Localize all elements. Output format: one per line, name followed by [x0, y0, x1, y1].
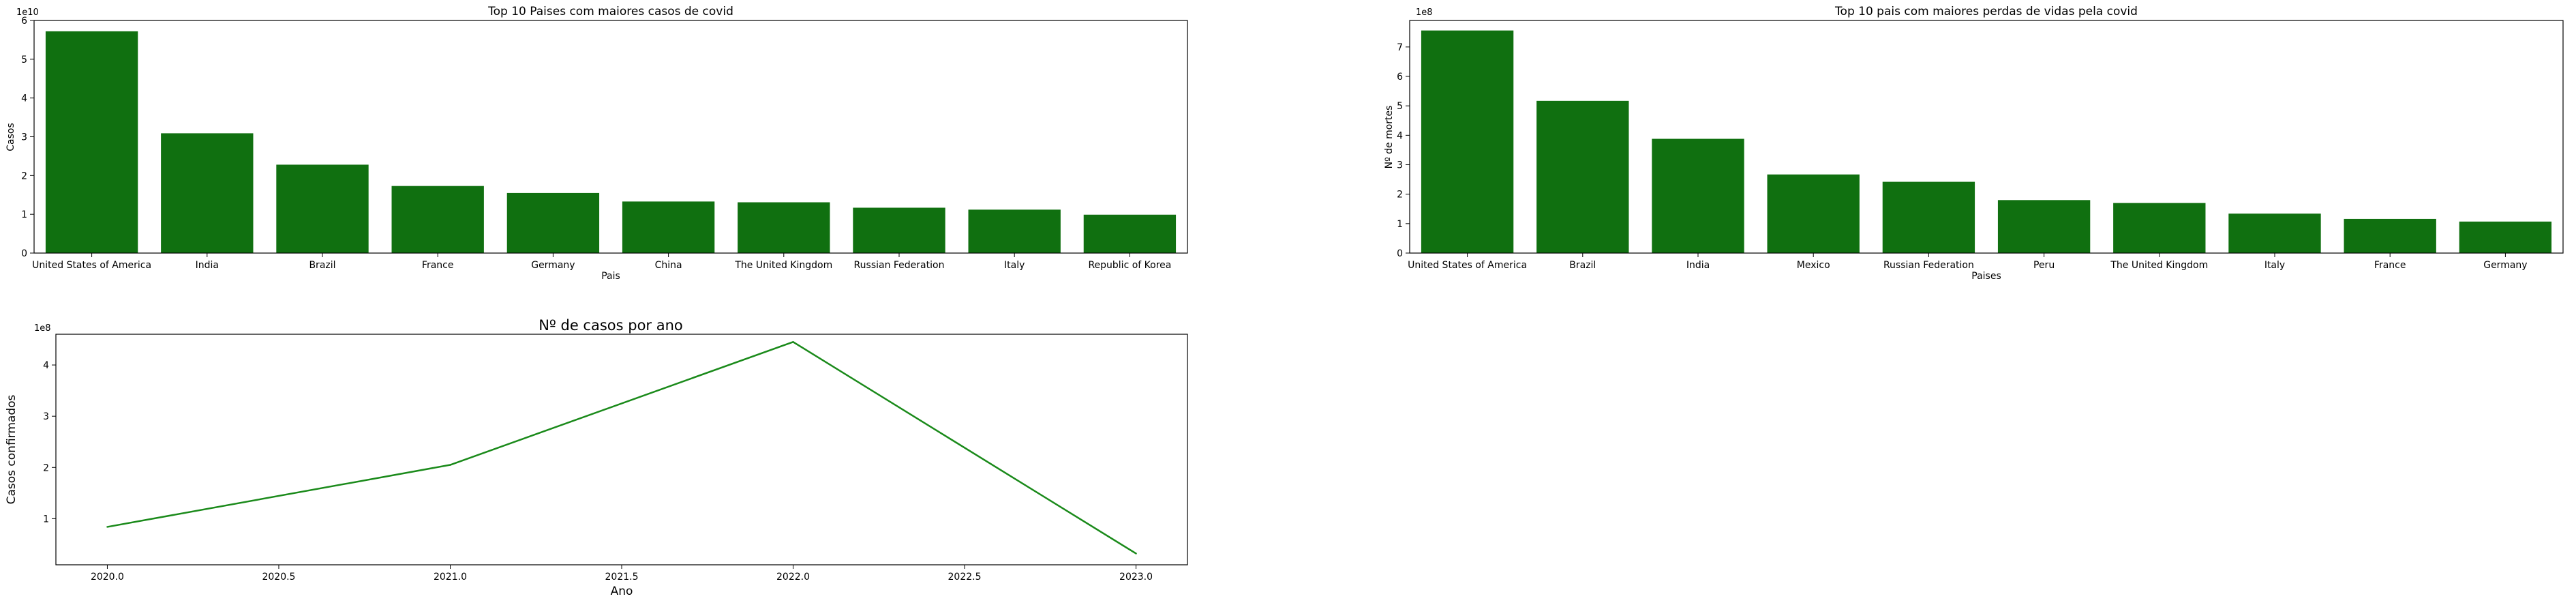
- x-tick-label: Mexico: [1797, 260, 1830, 271]
- bar: [1997, 200, 2091, 253]
- y-axis-ticks: 0 1 2 3 4 5 6 7: [1397, 42, 1410, 259]
- x-tick-label: Italy: [2264, 260, 2285, 271]
- plot-frame: [33, 20, 1188, 254]
- x-tick-label: Peru: [2033, 260, 2055, 271]
- bar: [45, 31, 138, 254]
- y-tick-label: 2: [1397, 190, 1403, 201]
- line-segment: [449, 341, 794, 466]
- bar: [391, 186, 484, 253]
- x-tick-label: Republic of Korea: [1088, 260, 1171, 271]
- line-segment: [792, 341, 1137, 555]
- x-tick-label: 2022.5: [948, 572, 982, 583]
- bar: [2228, 214, 2321, 253]
- bar: [2344, 218, 2436, 253]
- x-tick-label: United States of America: [32, 260, 151, 271]
- bar: [853, 207, 945, 253]
- chart-top-cases: Top 10 Paises com maiores casos de covid…: [5, 5, 1188, 282]
- x-tick-label: Brazil: [1569, 260, 1596, 271]
- x-tick-label: The United Kingdom: [734, 260, 832, 271]
- x-tick-label: India: [1686, 260, 1710, 271]
- bar: [1882, 181, 1975, 253]
- bar: [276, 164, 369, 253]
- plot-frame: [1409, 20, 2564, 254]
- x-tick-label: China: [655, 260, 682, 271]
- x-tick-label: 2022.0: [776, 572, 810, 583]
- x-tick-label: 2023.0: [1119, 572, 1153, 583]
- y-tick-label: 3: [21, 132, 27, 143]
- y-tick-label: 4: [21, 93, 27, 104]
- x-tick-label: France: [422, 260, 454, 271]
- x-tick-label: France: [2374, 260, 2406, 271]
- chart-title: Nº de casos por ano: [539, 317, 683, 334]
- bars: [1421, 30, 2552, 253]
- y-offset-label: 1e8: [34, 323, 51, 334]
- y-tick-label: 1: [21, 209, 27, 220]
- bar: [506, 192, 600, 253]
- y-tick-label: 6: [21, 16, 27, 27]
- y-tick-label: 4: [43, 360, 49, 371]
- y-tick-label: 1: [1397, 219, 1403, 230]
- x-tick-label: Brazil: [309, 260, 335, 271]
- y-tick-label: 4: [1397, 130, 1403, 141]
- y-tick-label: 3: [1397, 160, 1403, 171]
- x-tick-label: United States of America: [1408, 260, 1527, 271]
- x-tick-label: Russian Federation: [854, 260, 945, 271]
- y-tick-label: 1: [43, 514, 49, 525]
- y-axis-ticks: 0 1 2 3 4 5 6: [21, 16, 34, 259]
- chart-title: Top 10 pais com maiores perdas de vidas …: [1834, 5, 2138, 18]
- x-tick-label: Italy: [1004, 260, 1025, 271]
- x-tick-label: Germany: [531, 260, 575, 271]
- x-tick-label: The United Kingdom: [2110, 260, 2208, 271]
- bar: [738, 202, 830, 253]
- y-tick-label: 5: [1397, 101, 1403, 112]
- y-tick-label: 7: [1397, 42, 1403, 53]
- y-axis-ticks: 1 2 3 4: [43, 360, 56, 525]
- x-tick-label: Russian Federation: [1883, 260, 1974, 271]
- x-tick-label: 2020.5: [262, 572, 295, 583]
- y-offset-label: 1e8: [1416, 8, 1433, 18]
- bar: [968, 209, 1061, 253]
- y-tick-label: 3: [43, 411, 49, 422]
- bar: [1652, 138, 1744, 253]
- bar: [1421, 30, 1514, 253]
- x-axis-label: Pais: [601, 271, 620, 282]
- y-axis-label: Nº de mortes: [1384, 106, 1395, 169]
- bar: [622, 201, 715, 253]
- bar: [1767, 174, 1860, 253]
- chart-top-deaths: Top 10 pais com maiores perdas de vidas …: [1384, 5, 2564, 282]
- line-series: [106, 341, 1137, 555]
- x-axis-ticks: United States of America India Brazil Franc…: [32, 253, 1171, 271]
- x-tick-label: 2021.5: [605, 572, 639, 583]
- y-tick-label: 5: [21, 55, 27, 65]
- bar: [2113, 203, 2206, 253]
- bar: [161, 133, 254, 253]
- y-axis-label: Casos confirmados: [5, 394, 18, 504]
- x-axis-label: Paises: [1971, 271, 2001, 282]
- plot-frame: [55, 334, 1188, 565]
- y-axis-label: Casos: [5, 123, 16, 151]
- bar: [1536, 100, 1629, 253]
- x-tick-label: 2020.0: [91, 572, 124, 583]
- bars: [45, 31, 1177, 254]
- x-tick-label: India: [196, 260, 219, 271]
- y-offset-label: 1e10: [16, 8, 39, 18]
- x-tick-label: 2021.0: [434, 572, 467, 583]
- chart-title: Top 10 Paises com maiores casos de covid: [487, 5, 733, 18]
- y-tick-label: 0: [1397, 248, 1403, 259]
- y-tick-label: 2: [43, 462, 49, 473]
- y-tick-label: 2: [21, 171, 27, 181]
- x-axis-ticks: United States of America Brazil India Mexic…: [1408, 253, 2528, 271]
- x-axis-ticks: 2020.0 2020.5 2021.0 2021.5 2022.0 2022.5 2023…: [91, 565, 1153, 583]
- x-axis-label: Ano: [611, 585, 633, 598]
- line-segment: [106, 464, 451, 528]
- y-tick-label: 0: [21, 248, 27, 259]
- bar: [1083, 214, 1177, 253]
- bar: [2459, 221, 2552, 253]
- x-tick-label: Germany: [2483, 260, 2527, 271]
- y-tick-label: 6: [1397, 72, 1403, 83]
